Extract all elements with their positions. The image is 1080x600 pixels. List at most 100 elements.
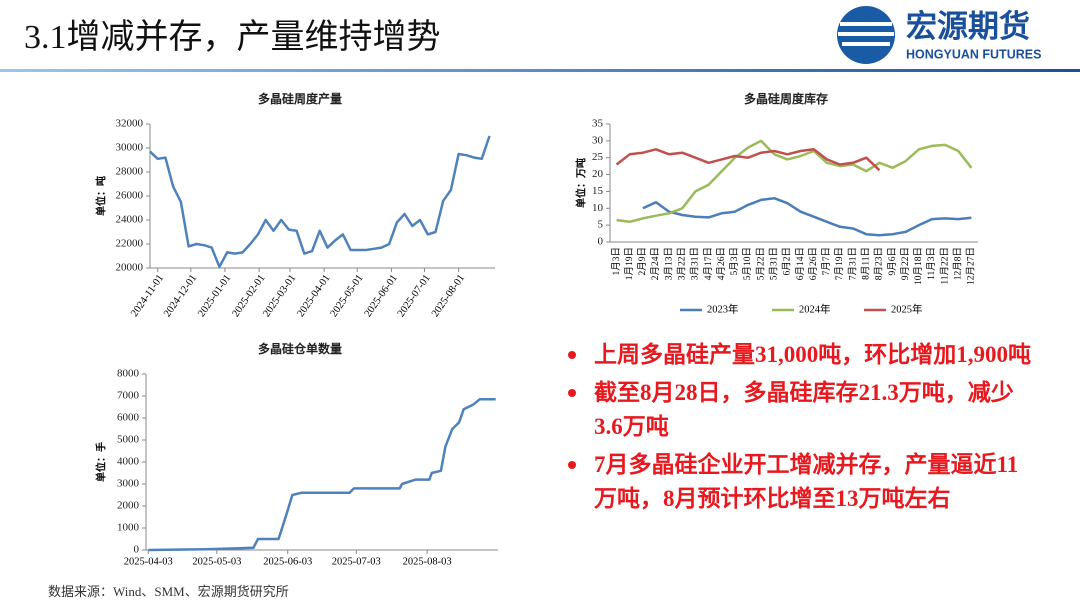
y-tick-label: 35	[592, 118, 604, 130]
data-line	[149, 135, 491, 269]
x-tick-label: 6月26日	[808, 247, 819, 280]
bullet-list: 上周多晶硅产量31,000吨，环比增加1,900吨 截至8月28日，多晶硅库存2…	[560, 338, 1040, 520]
x-tick-label: 11月3日	[926, 247, 937, 280]
x-tick-label: 9月6日	[887, 247, 898, 276]
y-tick-label: 20	[592, 168, 604, 180]
x-tick-label: 2月24日	[650, 247, 661, 280]
legend-label: 2025年	[891, 302, 923, 315]
x-tick-label: 2025-08-03	[403, 556, 452, 567]
logo-cn: 宏源期货	[906, 9, 1030, 44]
y-axis-label: 单位：手	[94, 442, 107, 482]
x-tick-label: 2024-12-01	[162, 273, 199, 319]
x-tick-label: 1月3日	[611, 247, 622, 276]
slide-title: 3.1增减并存，产量维持增势	[24, 18, 441, 56]
y-tick-label: 24000	[116, 214, 144, 226]
logo-stripe	[840, 22, 892, 26]
y-axis-label: 单位：吨	[94, 176, 107, 216]
y-tick-label: 26000	[116, 190, 144, 202]
x-tick-label: 2025-05-03	[192, 556, 241, 567]
y-tick-label: 1000	[117, 522, 140, 534]
x-tick-label: 6月2日	[782, 247, 793, 276]
x-tick-label: 2月9日	[637, 247, 648, 276]
x-tick-label: 12月8日	[952, 247, 963, 280]
x-tick-label: 2024-11-01	[129, 273, 166, 319]
bullet: 7月多晶硅企业开工增减并存，产量逼近11万吨，8月预计环比增至13万吨左右	[560, 448, 1040, 516]
x-tick-label: 4月26日	[716, 247, 727, 280]
y-tick-label: 25	[592, 151, 604, 163]
y-tick-label: 5	[598, 219, 604, 231]
x-tick-label: 5月3日	[729, 247, 740, 276]
bullet-text: 截至8月28日，多晶硅库存21.3万吨，减少3.6万吨	[594, 380, 1014, 439]
x-tick-label: 11月22日	[939, 247, 950, 285]
y-tick-label: 0	[134, 544, 140, 556]
bullet-dot	[568, 461, 576, 469]
x-tick-label: 2025-04-03	[124, 556, 173, 567]
bullet-text: 7月多晶硅企业开工增减并存，产量逼近11万吨，8月预计环比增至13万吨左右	[594, 452, 1019, 511]
chart-title: 多晶硅仓单数量	[258, 341, 342, 356]
x-tick-label: 12月27日	[966, 247, 977, 285]
x-tick-label: 7月19日	[834, 247, 845, 280]
y-tick-label: 2000	[117, 500, 140, 512]
x-tick-label: 2025-06-01	[363, 273, 400, 319]
y-tick-label: 20000	[116, 262, 144, 274]
y-tick-label: 30000	[116, 142, 144, 154]
y-tick-label: 15	[592, 185, 604, 197]
x-tick-label: 7月7日	[821, 247, 832, 276]
logo-stripe	[838, 32, 894, 36]
bullet-dot	[568, 351, 576, 359]
x-tick-label: 3月22日	[676, 247, 687, 280]
y-tick-label: 5000	[117, 434, 140, 446]
x-tick-label: 6月14日	[795, 247, 806, 280]
data-line	[615, 148, 881, 172]
y-tick-label: 30	[592, 134, 604, 146]
legend-label: 2023年	[707, 302, 739, 315]
y-tick-label: 22000	[116, 238, 144, 250]
y-tick-label: 8000	[117, 368, 140, 380]
bullet: 截至8月28日，多晶硅库存21.3万吨，减少3.6万吨	[560, 376, 1040, 444]
x-tick-label: 2025-07-01	[396, 273, 433, 319]
data-line	[148, 398, 496, 552]
y-tick-label: 10	[592, 202, 604, 214]
bullet: 上周多晶硅产量31,000吨，环比增加1,900吨	[560, 338, 1040, 372]
x-tick-label: 10月18日	[913, 247, 924, 285]
y-tick-label: 32000	[116, 118, 144, 130]
logo: 宏源期货 HONGYUAN FUTURES	[837, 6, 1041, 64]
logo-stripe	[842, 42, 890, 46]
x-tick-label: 3月31日	[690, 247, 701, 280]
data-line	[616, 139, 973, 224]
data-line	[642, 196, 972, 237]
bullet-text: 上周多晶硅产量31,000吨，环比增加1,900吨	[594, 342, 1031, 367]
bullet-dot	[568, 389, 576, 397]
x-tick-label: 2025-06-03	[263, 556, 312, 567]
y-tick-label: 28000	[116, 166, 144, 178]
x-tick-label: 2025-05-01	[329, 273, 366, 319]
x-tick-label: 3月13日	[663, 247, 674, 280]
x-tick-label: 5月10日	[742, 247, 753, 280]
x-tick-label: 5月31日	[768, 247, 779, 280]
y-tick-label: 3000	[117, 478, 140, 490]
y-tick-label: 4000	[117, 456, 140, 468]
x-tick-label: 2025-04-01	[295, 273, 332, 319]
source-note: 数据来源：Wind、SMM、宏源期货研究所	[48, 584, 289, 599]
x-tick-label: 2025-01-01	[196, 273, 233, 319]
y-tick-label: 0	[598, 236, 604, 248]
y-tick-label: 6000	[117, 412, 140, 424]
x-tick-label: 4月17日	[703, 247, 714, 280]
chart-title: 多晶硅周度产量	[258, 91, 342, 106]
legend-label: 2024年	[799, 302, 831, 315]
x-tick-label: 1月19日	[624, 247, 635, 280]
chart-title: 多晶硅周度库存	[744, 91, 828, 106]
x-tick-label: 8月23日	[874, 247, 885, 280]
x-tick-label: 5月22日	[755, 247, 766, 280]
y-axis-label: 单位：万吨	[574, 158, 587, 208]
y-tick-label: 7000	[117, 390, 140, 402]
x-tick-label: 9月22日	[900, 247, 911, 280]
x-tick-label: 2025-08-01	[430, 273, 467, 319]
x-tick-label: 7月31日	[847, 247, 858, 280]
x-tick-label: 2025-07-03	[332, 556, 381, 567]
